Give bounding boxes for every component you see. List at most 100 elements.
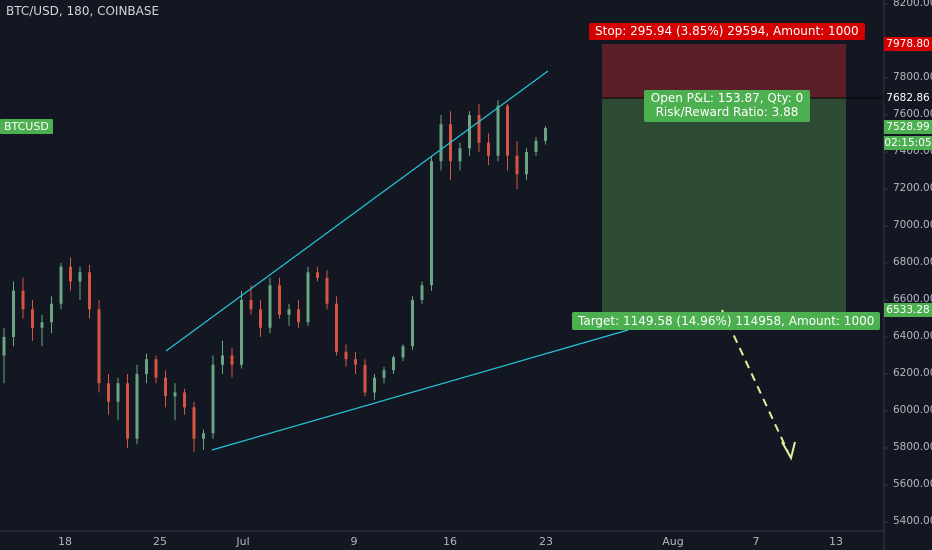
candle[interactable]	[487, 133, 490, 165]
candle[interactable]	[316, 266, 319, 282]
candle[interactable]	[468, 111, 471, 156]
candle[interactable]	[477, 103, 481, 152]
candle[interactable]	[496, 100, 500, 162]
candle-body	[439, 124, 443, 162]
projection-arrow-line[interactable]	[721, 309, 789, 453]
candle[interactable]	[515, 140, 519, 189]
candle[interactable]	[40, 314, 44, 347]
candle[interactable]	[173, 383, 177, 421]
candle-body	[59, 266, 63, 304]
candle[interactable]	[116, 377, 120, 421]
candle[interactable]	[211, 355, 215, 439]
candle[interactable]	[392, 355, 395, 375]
symbol-tag[interactable]: BTCUSD	[0, 119, 53, 134]
entry-price-tag: 7682.86	[884, 91, 932, 105]
candle[interactable]	[382, 366, 386, 384]
candle[interactable]	[183, 388, 186, 415]
candle[interactable]	[202, 429, 205, 450]
candle[interactable]	[192, 401, 196, 452]
price-axis-ticks	[884, 3, 888, 523]
candle[interactable]	[50, 296, 53, 334]
candle[interactable]	[12, 281, 15, 347]
candle[interactable]	[420, 281, 424, 304]
candle[interactable]	[411, 296, 414, 350]
candle[interactable]	[230, 348, 234, 378]
risk-reward-text: Risk/Reward Ratio: 3.88	[655, 105, 799, 119]
candle-body	[97, 309, 101, 384]
candle[interactable]	[363, 359, 367, 397]
candle[interactable]	[287, 303, 291, 326]
lower-trendline[interactable]	[211, 329, 629, 451]
candle[interactable]	[69, 257, 72, 291]
candle[interactable]	[259, 300, 262, 337]
candle[interactable]	[458, 142, 462, 171]
candle[interactable]	[21, 277, 25, 319]
candle[interactable]	[373, 374, 376, 400]
candle-body	[202, 433, 205, 439]
candle[interactable]	[268, 277, 272, 334]
candle[interactable]	[107, 374, 110, 415]
candle[interactable]	[88, 264, 91, 319]
time-tick-label: 23	[539, 535, 553, 548]
candle[interactable]	[449, 111, 452, 180]
candle[interactable]	[154, 355, 158, 384]
candle[interactable]	[534, 137, 538, 156]
candle[interactable]	[78, 266, 82, 300]
candle-body	[401, 346, 405, 358]
candle-body	[430, 161, 433, 286]
candle[interactable]	[145, 353, 148, 384]
candle-body	[487, 142, 490, 156]
candle[interactable]	[439, 115, 443, 171]
candle[interactable]	[59, 263, 63, 310]
candle[interactable]	[325, 270, 329, 310]
candle[interactable]	[525, 148, 528, 180]
candle-body	[354, 359, 357, 365]
candle[interactable]	[221, 340, 224, 374]
candle-body	[392, 357, 395, 371]
take-profit-zone[interactable]	[602, 98, 846, 312]
candle[interactable]	[430, 155, 433, 291]
candle-body	[259, 309, 262, 328]
time-tick-label: 13	[829, 535, 843, 548]
candle-body	[230, 355, 234, 365]
candle[interactable]	[249, 285, 253, 315]
target-price-tag: 6533.28	[884, 303, 932, 317]
candle[interactable]	[506, 103, 509, 171]
candle[interactable]	[401, 344, 405, 362]
candle-body	[2, 337, 6, 356]
candle-body	[21, 290, 25, 310]
candle[interactable]	[164, 370, 167, 408]
candle-body	[164, 377, 167, 397]
candle-body	[506, 105, 509, 156]
candle[interactable]	[344, 344, 348, 367]
candle[interactable]	[135, 364, 139, 445]
candle-body	[382, 370, 386, 378]
candle-body	[145, 359, 148, 374]
candle[interactable]	[126, 374, 129, 448]
candle-body	[525, 152, 528, 175]
candle-body	[69, 266, 72, 282]
candle-body	[107, 383, 110, 402]
price-tick-label: 7600.00	[893, 108, 932, 120]
candle[interactable]	[240, 290, 243, 369]
candle[interactable]	[354, 351, 357, 374]
open-pnl-box[interactable]: Open P&L: 153.87, Qty: 0 Risk/Reward Rat…	[644, 90, 810, 122]
candle-body	[515, 155, 519, 175]
candle[interactable]	[31, 300, 34, 341]
stop-loss-zone[interactable]	[602, 44, 846, 98]
candle[interactable]	[97, 300, 101, 393]
candle-body	[135, 374, 139, 439]
upper-trendline[interactable]	[165, 70, 549, 352]
candle-body	[496, 105, 500, 156]
candle[interactable]	[297, 300, 300, 328]
stop-loss-label[interactable]: Stop: 295.94 (3.85%) 29594, Amount: 1000	[589, 23, 865, 40]
bar-countdown-tag: 02:15:05	[884, 136, 932, 150]
take-profit-label[interactable]: Target: 1149.58 (14.96%) 114958, Amount:…	[572, 312, 881, 330]
candle[interactable]	[544, 126, 547, 145]
candle[interactable]	[278, 277, 281, 319]
candle-body	[544, 128, 547, 141]
candle[interactable]	[2, 327, 6, 384]
candle[interactable]	[306, 266, 310, 326]
candle[interactable]	[335, 296, 338, 356]
